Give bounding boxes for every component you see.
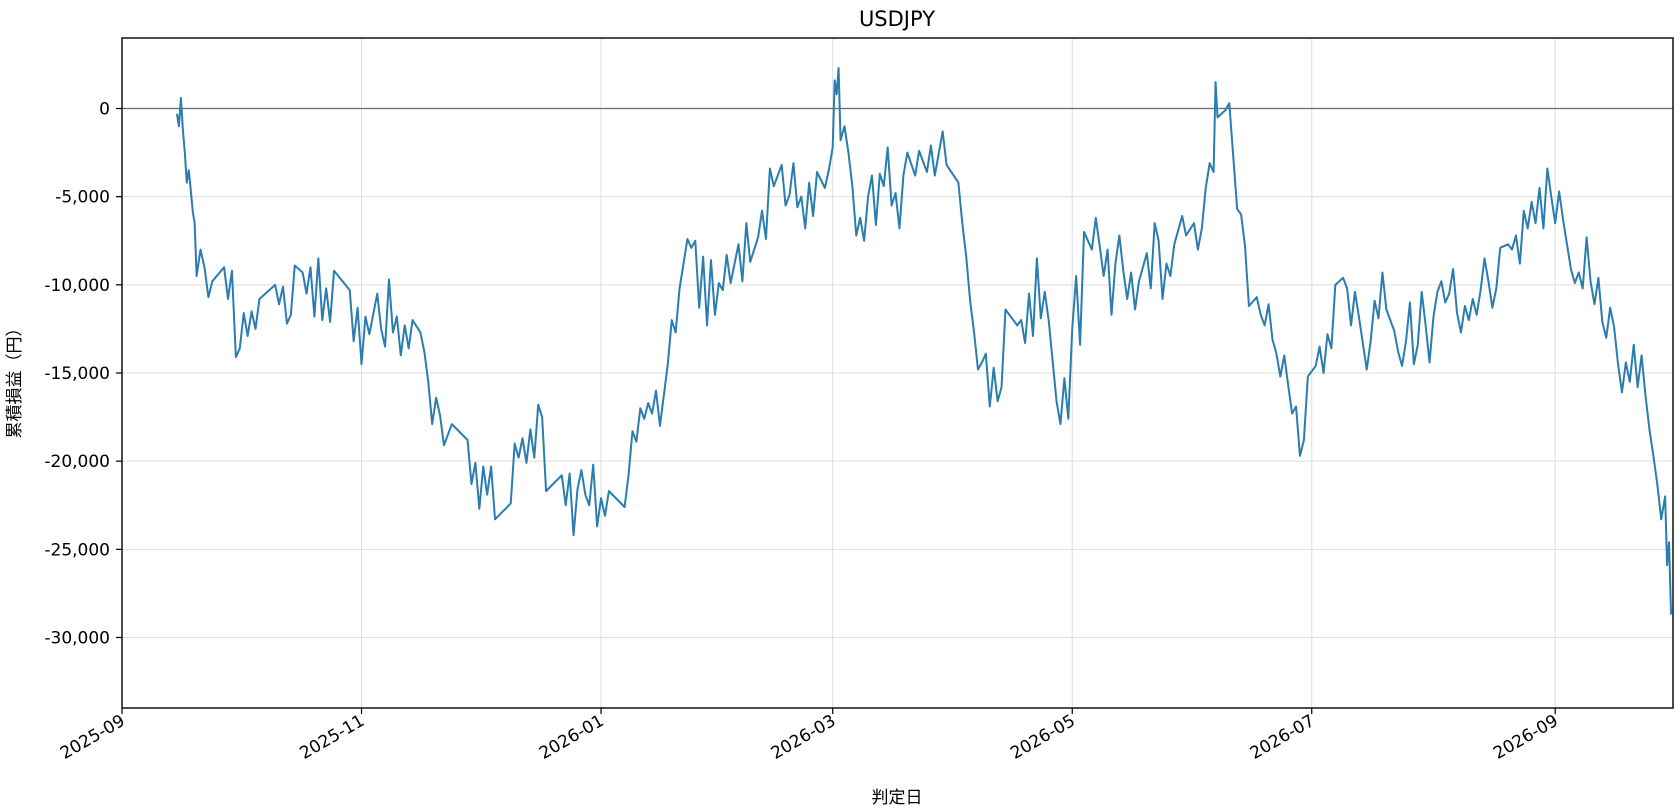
chart-title: USDJPY [859,7,935,31]
y-tick-label: -20,000 [44,452,110,472]
y-tick-label: 0 [99,100,110,120]
y-tick-label: -15,000 [44,364,110,384]
y-tick-label: -25,000 [44,540,110,560]
y-axis: 0 -5,000 -10,000 -15,000 -20,000 -25,000 -30,0… [44,100,122,648]
x-tick-label: 2025-11 [297,711,369,764]
series-line [175,66,1673,615]
y-axis-title: 累積損益（円） [5,320,25,439]
y-tick-label: -10,000 [44,276,110,296]
x-tick-label: 2026-03 [768,711,840,764]
x-tick-label: 2026-05 [1007,711,1079,764]
x-axis: 2025-09 2025-11 2026-01 2026-03 2026-05 2026-… [57,708,1562,764]
x-tick-label: 2026-01 [536,711,608,764]
y-tick-label: -5,000 [55,188,110,208]
x-tick-label: 2026-07 [1247,711,1319,764]
x-tick-label: 2026-09 [1490,711,1562,764]
grid [121,38,1673,708]
series-layer [175,66,1673,615]
x-axis-title: 判定日 [872,788,923,808]
y-tick-label: -30,000 [44,628,110,648]
x-tick-label: 2025-09 [57,711,129,764]
